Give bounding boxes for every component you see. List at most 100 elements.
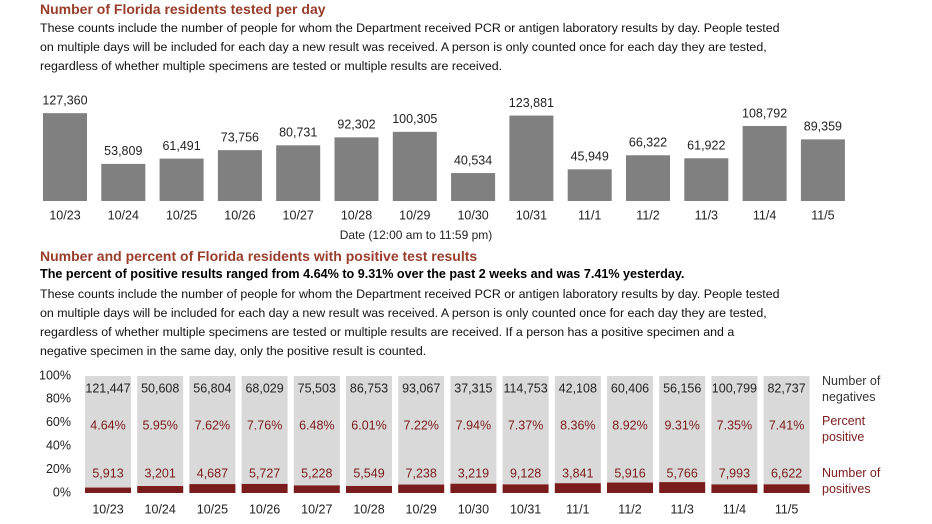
value-label: 9.31%: [664, 418, 699, 432]
value-label: 4,687: [197, 466, 228, 480]
value-label: 60,406: [611, 381, 649, 395]
y-tick-label: 20%: [46, 462, 71, 476]
negative-bar: [711, 376, 758, 485]
y-tick-label: 80%: [46, 392, 71, 406]
positive-bar: [554, 483, 601, 493]
x-tick-label: 10/28: [341, 208, 372, 222]
x-tick-label: 10/30: [457, 208, 488, 222]
value-label: 121,447: [85, 381, 130, 395]
value-label: 37,315: [454, 381, 492, 395]
description: These counts include the number of peopl…: [40, 21, 780, 73]
negative-bar: [85, 376, 131, 488]
value-label: 7.37%: [508, 418, 543, 432]
value-label: 108,792: [742, 106, 787, 120]
negative-bar: [241, 376, 288, 484]
negative-bar: [607, 376, 653, 483]
positive-bar: [346, 485, 392, 493]
x-tick-label: 10/24: [108, 208, 139, 222]
x-tick-label: 11/5: [775, 502, 798, 516]
value-label: 8.36%: [560, 418, 595, 432]
negative-bar: [450, 376, 497, 484]
x-tick-label: 11/3: [695, 208, 718, 222]
value-label: 114,753: [503, 381, 547, 395]
x-tick-label: 11/1: [578, 208, 601, 222]
value-label: 53,809: [104, 144, 142, 158]
x-tick-label: 10/29: [406, 502, 437, 516]
bar: [276, 145, 321, 201]
y-tick-label: 60%: [46, 415, 71, 429]
negative-bar: [346, 376, 392, 486]
y-tick-label: 0%: [53, 485, 71, 499]
value-label: 7.22%: [403, 418, 438, 432]
negative-bar: [659, 376, 706, 483]
positive-bar: [85, 487, 131, 493]
x-tick-label: 11/2: [618, 502, 641, 516]
x-tick-label: 10/30: [458, 502, 489, 516]
value-label: 5,913: [92, 466, 123, 480]
x-tick-label: 11/3: [670, 502, 693, 516]
bar: [217, 150, 262, 201]
value-label: 5,228: [301, 466, 332, 480]
value-label: 61,491: [162, 139, 200, 153]
value-label: 40,534: [454, 153, 492, 167]
value-label: 73,756: [221, 130, 259, 144]
x-tick-label: 10/29: [399, 208, 430, 222]
x-tick-label: 10/25: [166, 208, 197, 222]
value-label: 56,156: [663, 381, 701, 395]
x-tick-label: 10/27: [301, 502, 332, 516]
x-axis-label: Date (12:00 am to 11:59 pm): [340, 228, 493, 242]
negative-bar: [137, 376, 184, 487]
negative-bar: [554, 376, 601, 484]
bar: [800, 139, 845, 201]
y-tick-label: 40%: [46, 438, 71, 452]
x-tick-label: 10/23: [92, 502, 123, 516]
positive-bar: [502, 484, 549, 493]
value-label: 6.01%: [351, 418, 386, 432]
value-label: 100,305: [392, 112, 437, 126]
positive-bar: [607, 482, 653, 493]
bar: [43, 113, 87, 201]
value-label: 7.41%: [769, 418, 804, 432]
value-label: 50,608: [141, 381, 179, 395]
positive-bar: [659, 482, 706, 493]
value-label: 68,029: [245, 381, 283, 395]
chart-title: Number and percent of Florida residents …: [40, 248, 478, 264]
negative-bar: [502, 376, 549, 485]
value-label: 92,302: [337, 118, 375, 132]
x-tick-label: 11/1: [566, 502, 589, 516]
value-label: 5,766: [667, 466, 698, 480]
value-label: 4.64%: [90, 418, 125, 432]
value-label: 5,549: [353, 466, 384, 480]
positive-bar: [241, 483, 288, 493]
value-label: 6,622: [771, 466, 802, 480]
value-label: 8.92%: [612, 418, 647, 432]
bar: [334, 137, 379, 201]
legend-label: Number of negatives: [822, 374, 881, 404]
bar: [101, 163, 146, 201]
value-label: 86,753: [350, 381, 388, 395]
x-tick-label: 10/25: [197, 502, 228, 516]
value-label: 100,799: [712, 381, 757, 395]
positive-bar: [293, 485, 340, 493]
bar: [392, 131, 437, 201]
value-label: 5,916: [614, 466, 645, 480]
x-tick-label: 11/2: [636, 208, 659, 222]
value-label: 56,804: [193, 381, 231, 395]
value-label: 3,219: [458, 466, 489, 480]
value-label: 127,360: [42, 93, 87, 107]
negative-bar: [189, 376, 236, 485]
value-label: 7.94%: [456, 418, 491, 432]
value-label: 61,922: [687, 139, 725, 153]
value-label: 7.76%: [247, 418, 282, 432]
x-tick-label: 10/28: [353, 502, 384, 516]
value-label: 5,727: [249, 466, 280, 480]
value-label: 9,128: [510, 466, 541, 480]
value-label: 66,322: [629, 136, 667, 150]
x-tick-label: 10/27: [283, 208, 314, 222]
bar: [451, 173, 496, 201]
x-tick-label: 10/31: [510, 502, 541, 516]
positive-bar: [450, 483, 497, 493]
value-label: 3,201: [145, 466, 176, 480]
